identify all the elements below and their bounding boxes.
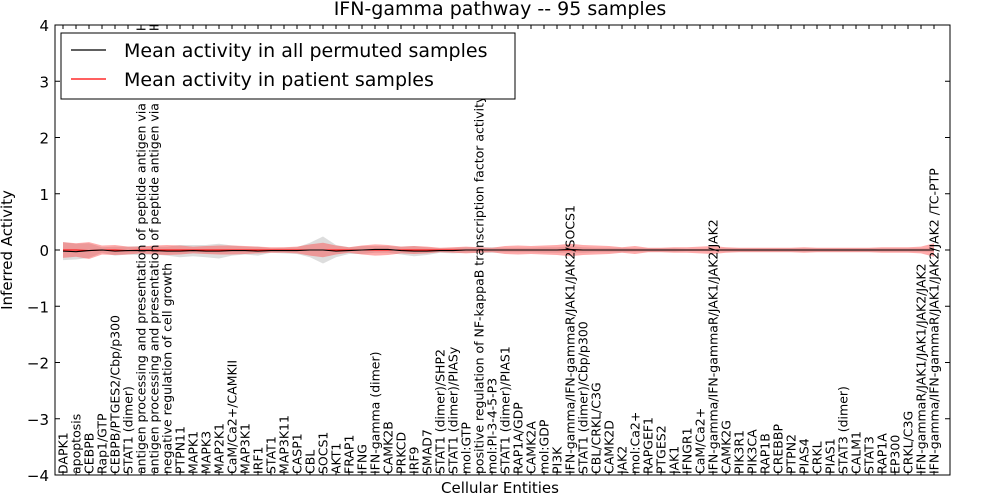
x-tick-label: CAMK2G bbox=[719, 420, 734, 474]
x-tick-label: negative regulation of cell growth bbox=[160, 263, 175, 474]
x-tick-label: FRAP1 bbox=[342, 435, 357, 474]
x-tick-label: STAT1 bbox=[264, 436, 279, 474]
x-tick-label: apoptosis bbox=[69, 414, 84, 474]
x-tick-label: CEBPB bbox=[82, 433, 97, 474]
x-tick-label: CREBBP bbox=[771, 424, 786, 474]
x-tick-label: MAP3K1 bbox=[238, 423, 253, 474]
chart-title: IFN-gamma pathway -- 95 samples bbox=[334, 0, 667, 20]
x-tick-label: JAK2 bbox=[615, 446, 630, 475]
x-tick-label: MAPK1 bbox=[186, 431, 201, 474]
x-tick-label: IFN-gammaR/JAK1/JAK1/JAK2/JAK2 bbox=[914, 263, 929, 474]
x-tick-label: AKT1 bbox=[329, 443, 344, 474]
x-tick-label: CAMK2A bbox=[524, 421, 539, 474]
x-tick-label: IFNGR1 bbox=[680, 427, 695, 474]
x-tick-label: IFN-gamma/IFN-gammaR/JAK1/JAK2/SOCS1 bbox=[563, 205, 578, 474]
x-tick-label: CBL bbox=[303, 450, 318, 474]
x-tick-label: RAP1A bbox=[875, 433, 890, 474]
y-tick-label: 1 bbox=[39, 186, 49, 204]
x-tick-label: STAT3 (dimer) bbox=[836, 386, 851, 474]
x-tick-label: mol:Ca2+ bbox=[628, 412, 643, 474]
x-tick-label: mol:GDP bbox=[537, 419, 552, 474]
x-tick-label: MAP3K11 bbox=[277, 415, 292, 474]
x-tick-label: CaM/Ca2+ bbox=[693, 408, 708, 474]
x-tick-label: MAP2K1 bbox=[212, 423, 227, 474]
legend-label-permuted: Mean activity in all permuted samples bbox=[124, 40, 487, 62]
plot-frame bbox=[54, 24, 951, 476]
x-tick-label: STAT1 (dimer)/PIAS1 bbox=[498, 346, 513, 474]
legend-box bbox=[60, 32, 516, 100]
x-tick-label: CAMK2B bbox=[381, 421, 396, 474]
x-tick-label: EP300 bbox=[888, 435, 903, 474]
x-tick-label: PTPN11 bbox=[173, 426, 188, 474]
x-tick-label: PIK3R1 bbox=[732, 430, 747, 474]
y-tick-label: 2 bbox=[39, 130, 49, 148]
x-tick-label: positive regulation of NF-kappaB transcr… bbox=[472, 95, 487, 474]
x-tick-label: PIK3CA bbox=[745, 429, 760, 474]
x-tick-label: IFN-gamma/IFN-gammaR/JAK1/JAK2/JAK2 /TC-… bbox=[927, 168, 942, 474]
x-tick-label: STAT1 (dimer) bbox=[121, 386, 136, 474]
x-tick-label: JAK1 bbox=[667, 446, 682, 475]
x-tick-label: PTPN2 bbox=[784, 434, 799, 474]
x-tick-label: RAPGEF1 bbox=[641, 417, 656, 474]
x-tick-label: PIAS1 bbox=[823, 438, 838, 474]
x-tick-label: SMAD7 bbox=[420, 429, 435, 474]
axis-ticks: −4 −3 −2 −1 0 1 2 3 4 bbox=[27, 17, 950, 485]
line-permuted bbox=[62, 248, 934, 253]
y-tick-label: 4 bbox=[39, 17, 49, 35]
x-tick-label: PRKCD bbox=[394, 432, 409, 474]
x-tick-label: STAT1 (dimer)/Cbp/p300 bbox=[576, 321, 591, 474]
series-lines bbox=[62, 248, 934, 253]
x-tick-label: SOCS1 bbox=[316, 432, 331, 474]
x-tick-label: IFNG bbox=[355, 444, 370, 474]
x-tick-label: IRF9 bbox=[407, 446, 422, 474]
x-tick-label: mol:GTP bbox=[459, 422, 474, 474]
y-axis-label: Inferred Activity bbox=[0, 190, 16, 310]
y-tick-label: 3 bbox=[39, 73, 49, 91]
x-tick-label: PTGES2 bbox=[654, 425, 669, 474]
y-tick-label: −1 bbox=[27, 298, 49, 316]
x-tick-label: PIAS4 bbox=[797, 438, 812, 474]
x-tick-label: mol:PI-3-4-5-P3 bbox=[485, 378, 500, 474]
band-patient bbox=[63, 242, 934, 259]
y-tick-label: 0 bbox=[39, 242, 49, 260]
x-tick-label: CAMK2D bbox=[602, 420, 617, 474]
y-tick-label: −4 bbox=[27, 467, 49, 485]
x-tick-label: IFN-gamma (dimer) bbox=[368, 352, 383, 475]
x-tick-label: CRKL bbox=[810, 441, 825, 474]
x-tick-label: Rap1/GTP bbox=[95, 413, 110, 474]
y-tick-label: −3 bbox=[27, 411, 49, 429]
x-tick-label: antigen processing and presentation of p… bbox=[147, 24, 162, 474]
x-tick-label: CaM/Ca2+/CAMKII bbox=[225, 360, 240, 474]
x-tick-label: CEBPB/PTGES2/Cbp/p300 bbox=[108, 315, 123, 474]
legend: Mean activity in all permuted samples Me… bbox=[60, 32, 516, 100]
x-axis-label: Cellular Entities bbox=[441, 479, 559, 497]
y-tick-label: −2 bbox=[27, 355, 49, 373]
x-tick-label: IFN-gamma/IFN-gammaR/JAK1/JAK2/JAK2 bbox=[706, 219, 721, 474]
legend-label-patient: Mean activity in patient samples bbox=[124, 69, 434, 91]
x-tick-label: STAT3 bbox=[862, 436, 877, 474]
x-tick-label: RAP1A/GDP bbox=[511, 402, 526, 474]
x-tick-label: CRKL/C3G bbox=[901, 411, 916, 474]
x-tick-label: DAPK1 bbox=[56, 432, 71, 474]
x-tick-label: CASP1 bbox=[290, 433, 305, 474]
x-tick-label: CALM1 bbox=[849, 431, 864, 474]
x-tick-label: STAT1 (dimer)/PIASy bbox=[446, 346, 461, 474]
x-tick-label: CBL/CRKL/C3G bbox=[589, 382, 604, 474]
x-tick-label: STAT1 (dimer)/SHP2 bbox=[433, 349, 448, 474]
x-tick-label: antigen processing and presentation of p… bbox=[134, 27, 149, 474]
x-tick-label: PI3K bbox=[550, 446, 565, 474]
x-tick-label: IRF1 bbox=[251, 446, 266, 474]
x-tick-label: RAP1B bbox=[758, 433, 773, 474]
x-tick-label: MAPK3 bbox=[199, 431, 214, 474]
x-tick-labels: DAPK1apoptosisCEBPBRap1/GTPCEBPB/PTGES2/… bbox=[56, 24, 942, 475]
